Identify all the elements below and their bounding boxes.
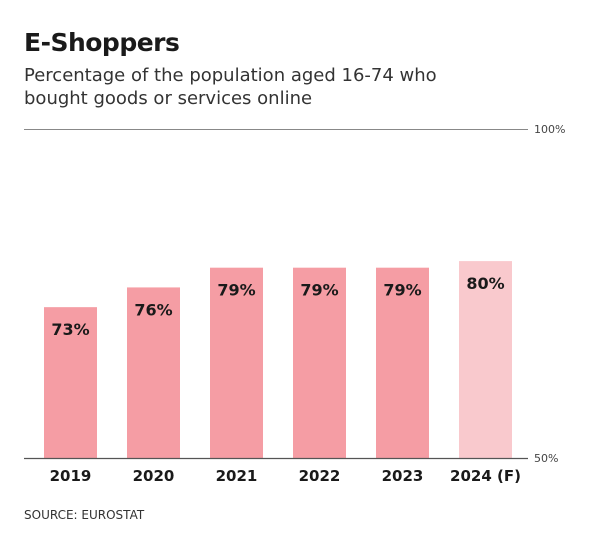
chart-title: E-Shoppers <box>24 28 180 57</box>
bar-value-label: 79% <box>383 281 421 300</box>
bar-2019 <box>44 307 97 459</box>
category-label: 2019 <box>50 467 92 485</box>
bar-2024-f <box>459 261 512 459</box>
source-note: SOURCE: EUROSTAT <box>24 508 145 522</box>
category-label: 2020 <box>133 467 175 485</box>
bar-2023 <box>376 267 429 459</box>
ytick-label-top: 100% <box>534 123 565 136</box>
chart-subtitle: Percentage of the population aged 16-74 … <box>24 65 437 109</box>
bar-2021 <box>210 267 263 459</box>
category-label: 2024 (F) <box>450 467 521 485</box>
category-label: 2021 <box>216 467 258 485</box>
category-label: 2023 <box>382 467 424 485</box>
ytick-label-bottom: 50% <box>534 452 558 465</box>
bar-2020 <box>127 287 180 459</box>
bar-value-label: 73% <box>51 320 89 339</box>
category-label: 2022 <box>299 467 341 485</box>
bar-value-label: 79% <box>300 281 338 300</box>
bar-value-label: 79% <box>217 281 255 300</box>
bar-value-label: 80% <box>466 274 504 293</box>
bar-2022 <box>293 267 346 459</box>
bar-value-label: 76% <box>134 300 172 319</box>
